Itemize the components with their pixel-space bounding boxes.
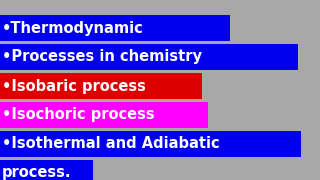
Text: •Isochoric process: •Isochoric process (2, 107, 155, 123)
Text: •Isobaric process: •Isobaric process (2, 78, 146, 93)
Bar (0, 131, 301, 157)
Text: •Isothermal and Adiabatic: •Isothermal and Adiabatic (2, 136, 220, 152)
Text: •Processes in chemistry: •Processes in chemistry (2, 50, 202, 64)
Text: •Thermodynamic: •Thermodynamic (2, 21, 144, 35)
Bar (0, 15, 230, 41)
Bar (0, 160, 93, 180)
Bar (0, 102, 208, 128)
Text: process.: process. (2, 165, 71, 180)
Bar (0, 44, 298, 70)
Bar (0, 73, 202, 99)
